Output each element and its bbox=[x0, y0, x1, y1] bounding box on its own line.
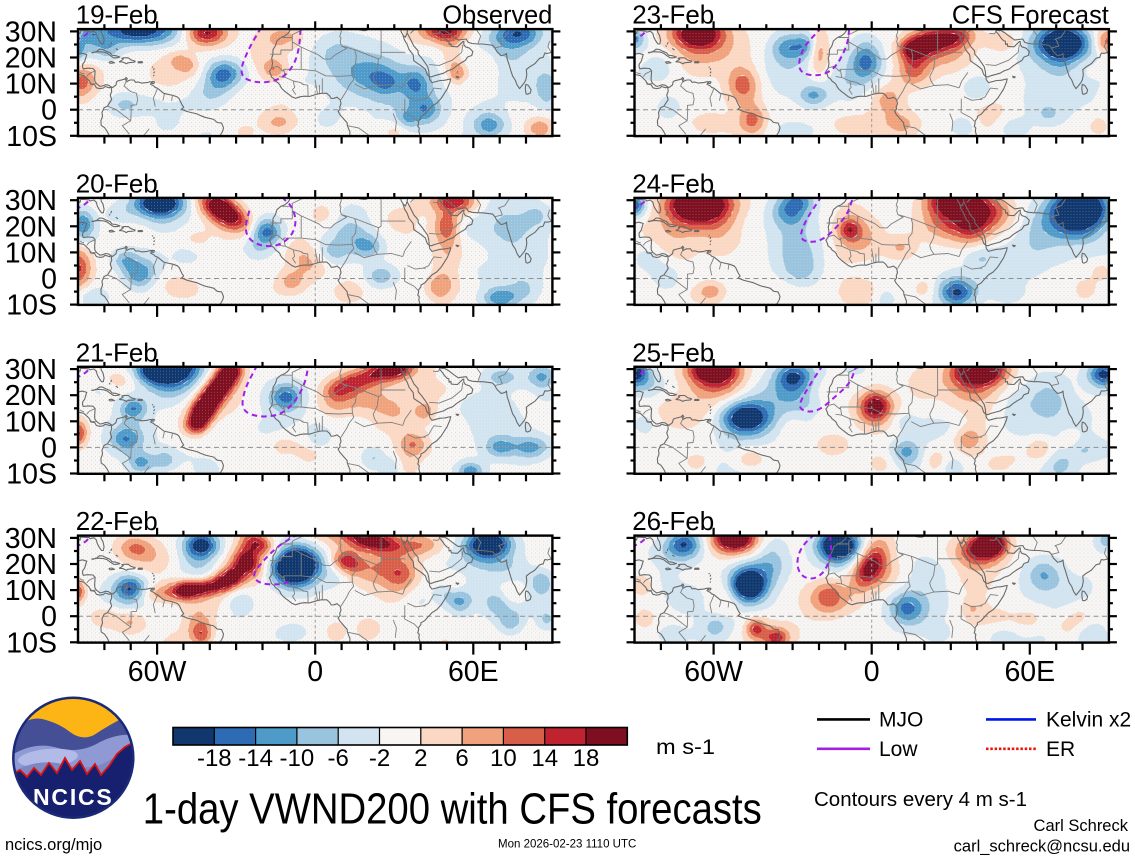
svg-text:0: 0 bbox=[41, 264, 57, 296]
svg-text:-14: -14 bbox=[238, 745, 273, 772]
svg-text:20N: 20N bbox=[5, 43, 57, 75]
svg-text:ER: ER bbox=[1046, 738, 1075, 761]
svg-text:23-Feb: 23-Feb bbox=[632, 0, 714, 30]
svg-text:10S: 10S bbox=[6, 121, 57, 153]
svg-text:10N: 10N bbox=[5, 575, 57, 607]
svg-text:20N: 20N bbox=[5, 549, 57, 581]
svg-text:10S: 10S bbox=[6, 290, 57, 322]
svg-text:ncics.org/mjo: ncics.org/mjo bbox=[5, 836, 102, 854]
svg-text:0: 0 bbox=[41, 601, 57, 633]
svg-text:10N: 10N bbox=[5, 237, 57, 269]
svg-text:10: 10 bbox=[490, 745, 517, 772]
svg-text:Mon 2026-02-23 1110 UTC: Mon 2026-02-23 1110 UTC bbox=[498, 839, 636, 851]
svg-text:2: 2 bbox=[414, 745, 427, 772]
svg-text:30N: 30N bbox=[5, 16, 57, 48]
svg-text:20-Feb: 20-Feb bbox=[76, 169, 158, 199]
svg-text:Observed: Observed bbox=[442, 0, 552, 30]
svg-text:24-Feb: 24-Feb bbox=[632, 169, 714, 199]
svg-text:30N: 30N bbox=[5, 185, 57, 217]
svg-text:60W: 60W bbox=[128, 656, 187, 688]
svg-text:18: 18 bbox=[573, 745, 600, 772]
svg-text:30N: 30N bbox=[5, 523, 57, 555]
svg-text:0: 0 bbox=[307, 656, 323, 688]
svg-text:26-Feb: 26-Feb bbox=[632, 506, 714, 536]
svg-text:60W: 60W bbox=[684, 656, 743, 688]
svg-text:0: 0 bbox=[41, 432, 57, 464]
svg-text:MJO: MJO bbox=[879, 709, 923, 732]
svg-text:-6: -6 bbox=[328, 745, 349, 772]
svg-text:30N: 30N bbox=[5, 354, 57, 386]
svg-text:Contours every 4 m s-1: Contours every 4 m s-1 bbox=[814, 788, 1027, 811]
svg-text:-2: -2 bbox=[369, 745, 390, 772]
svg-text:20N: 20N bbox=[5, 380, 57, 412]
svg-text:0: 0 bbox=[41, 95, 57, 127]
svg-text:-10: -10 bbox=[280, 745, 315, 772]
svg-text:10S: 10S bbox=[6, 627, 57, 659]
svg-text:1-day VWND200 with CFS forecas: 1-day VWND200 with CFS forecasts bbox=[143, 784, 762, 833]
svg-text:21-Feb: 21-Feb bbox=[76, 337, 158, 367]
svg-text:0: 0 bbox=[864, 656, 880, 688]
svg-text:20N: 20N bbox=[5, 211, 57, 243]
svg-text:60E: 60E bbox=[448, 656, 499, 688]
svg-text:carl_schreck@ncsu.edu: carl_schreck@ncsu.edu bbox=[954, 838, 1130, 856]
svg-text:22-Feb: 22-Feb bbox=[76, 506, 158, 536]
svg-text:10N: 10N bbox=[5, 406, 57, 438]
svg-text:10N: 10N bbox=[5, 69, 57, 101]
svg-text:-18: -18 bbox=[197, 745, 232, 772]
svg-text:14: 14 bbox=[531, 745, 558, 772]
svg-text:NCICS: NCICS bbox=[33, 784, 114, 810]
svg-text:Carl Schreck: Carl Schreck bbox=[1034, 817, 1129, 835]
svg-text:CFS Forecast: CFS Forecast bbox=[952, 0, 1110, 30]
svg-text:60E: 60E bbox=[1004, 656, 1055, 688]
svg-text:Low: Low bbox=[879, 738, 918, 761]
svg-text:19-Feb: 19-Feb bbox=[76, 0, 158, 30]
svg-text:m s-1: m s-1 bbox=[656, 736, 715, 759]
svg-text:6: 6 bbox=[455, 745, 468, 772]
svg-text:Kelvin x2: Kelvin x2 bbox=[1046, 709, 1131, 732]
svg-text:10S: 10S bbox=[6, 459, 57, 491]
svg-text:25-Feb: 25-Feb bbox=[632, 337, 714, 367]
